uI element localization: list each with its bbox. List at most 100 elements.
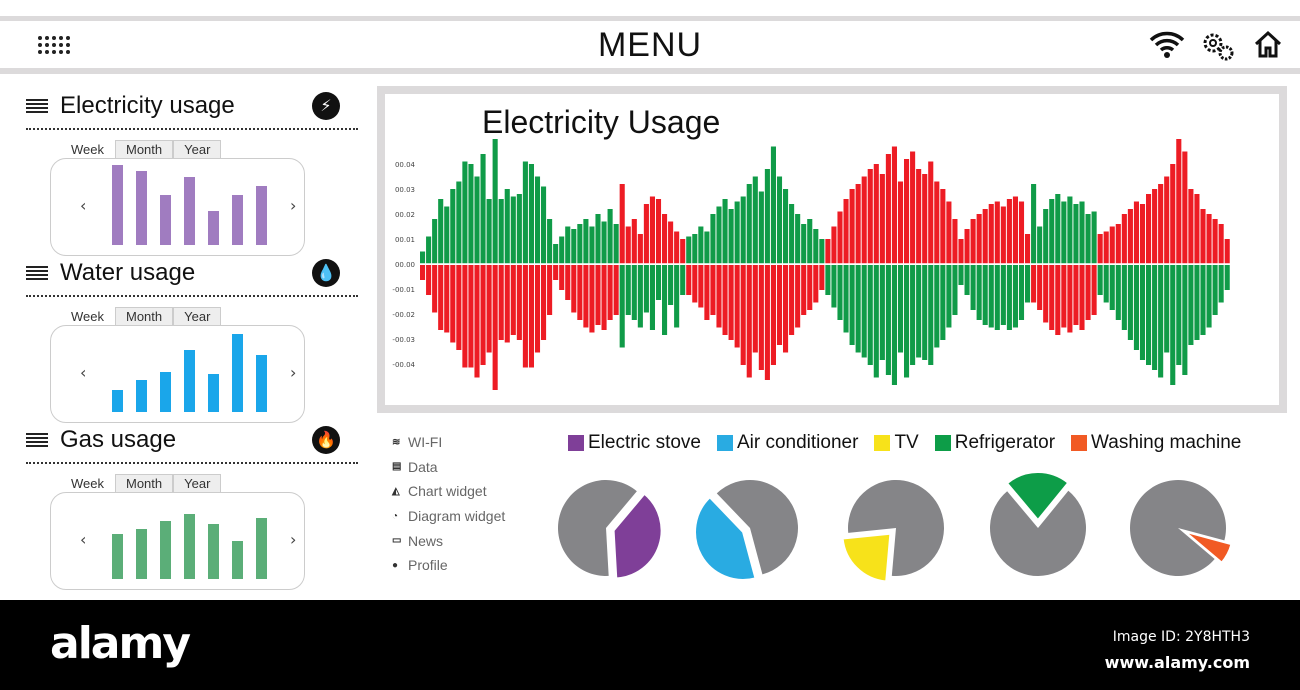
bar-negative	[492, 265, 498, 390]
usage-bar	[232, 195, 243, 245]
bar-negative	[1043, 265, 1049, 323]
bar-negative	[964, 265, 970, 295]
home-icon[interactable]	[1253, 30, 1283, 60]
bar-negative	[1164, 265, 1170, 353]
tab-year[interactable]: Year	[173, 140, 222, 158]
bar-negative	[1158, 265, 1164, 378]
bar-positive	[456, 181, 462, 264]
usage-card	[50, 158, 305, 256]
pie-icon: ◔	[392, 510, 399, 522]
tab-week[interactable]: Week	[60, 307, 115, 325]
bar-positive	[1115, 224, 1121, 264]
bar-positive	[819, 239, 825, 264]
bar-positive	[1164, 176, 1170, 264]
bar-negative	[486, 265, 492, 353]
tab-month[interactable]: Month	[115, 474, 174, 492]
bar-positive	[1049, 199, 1055, 264]
usage-bar	[160, 521, 171, 579]
tab-month[interactable]: Month	[115, 307, 174, 325]
usage-bar	[256, 518, 267, 579]
bar-negative	[867, 265, 873, 365]
hamburger-icon[interactable]	[26, 99, 48, 113]
menu-item-diagram-widget[interactable]: ◔ Diagram widget	[392, 508, 506, 525]
menu-item-chart-widget[interactable]: ◭ Chart widget	[392, 483, 487, 500]
electricity-bar-chart: 00.04 00.03 00.02 00.01 00.00 -00.01 -00.02 -00…	[392, 139, 1231, 390]
bar-negative	[504, 265, 510, 343]
pie-slice-rest	[990, 490, 1086, 576]
bar-positive	[480, 154, 486, 264]
bar-negative	[1139, 265, 1146, 360]
bar-positive	[722, 199, 728, 264]
tab-year[interactable]: Year	[173, 307, 222, 325]
tab-month[interactable]: Month	[115, 140, 174, 158]
bar-negative	[1061, 265, 1067, 328]
bar-positive	[426, 236, 432, 264]
next-arrow[interactable]: ›	[290, 196, 297, 215]
bar-positive	[928, 161, 934, 264]
bar-positive	[728, 209, 734, 264]
bar-negative	[704, 265, 710, 320]
hamburger-icon[interactable]	[26, 433, 48, 447]
bar-positive	[553, 244, 559, 264]
bar-positive	[1127, 209, 1133, 264]
usage-bar	[184, 177, 195, 245]
grid-icon[interactable]	[38, 36, 70, 54]
bar-positive	[1146, 194, 1152, 264]
tab-year[interactable]: Year	[173, 474, 222, 492]
bar-positive	[1037, 226, 1043, 264]
wifi-icon[interactable]	[1148, 30, 1186, 58]
bar-negative	[789, 265, 795, 335]
bar-positive	[1133, 201, 1139, 264]
bar-positive	[861, 176, 867, 264]
prev-arrow[interactable]: ‹	[80, 363, 87, 382]
bar-negative	[1037, 265, 1043, 310]
bar-positive	[904, 159, 910, 264]
bar-negative	[553, 265, 559, 280]
pie-slice-air-conditioner	[694, 495, 757, 581]
bar-positive	[565, 226, 571, 264]
bar-negative	[746, 265, 752, 378]
bar-positive	[746, 184, 752, 264]
bar-positive	[885, 154, 891, 264]
next-arrow[interactable]: ›	[290, 530, 297, 549]
bar-positive	[1158, 184, 1164, 264]
menu-item-wi-fi[interactable]: ≋ WI-FI	[392, 434, 443, 451]
bar-negative	[861, 265, 867, 358]
bar-negative	[698, 265, 704, 308]
hamburger-icon[interactable]	[26, 266, 48, 280]
legend-swatch	[716, 435, 733, 451]
bar-positive	[783, 189, 789, 264]
tab-week[interactable]: Week	[60, 474, 115, 492]
menu-item-news[interactable]: ▭ News	[392, 532, 444, 549]
bar-negative	[1085, 265, 1091, 320]
bar-positive	[1043, 209, 1049, 264]
bar-negative	[1079, 265, 1085, 330]
bar-negative	[1049, 265, 1055, 330]
prev-arrow[interactable]: ‹	[80, 196, 87, 215]
menu-item-profile[interactable]: ● Profile	[392, 557, 448, 574]
bar-negative	[426, 265, 432, 295]
bar-positive	[1012, 196, 1018, 264]
bar-positive	[547, 219, 553, 264]
bar-positive	[559, 236, 565, 264]
settings-icon[interactable]	[1200, 30, 1236, 62]
bar-negative	[450, 265, 456, 343]
lightning-icon: ⚡	[312, 92, 340, 120]
usage-bar	[112, 534, 123, 579]
side-menu: ≋ WI-FI ▤ Data ◭ Chart widget ◔ Diagram widget ▭…	[392, 430, 505, 578]
bar-negative	[474, 265, 480, 378]
legend-item: Air conditioner	[716, 432, 858, 454]
bar-negative	[1206, 265, 1212, 328]
bar-positive	[1188, 189, 1194, 264]
tab-week[interactable]: Week	[60, 140, 115, 158]
usage-bar	[256, 355, 267, 412]
prev-arrow[interactable]: ‹	[80, 530, 87, 549]
bar-negative	[958, 265, 964, 285]
user-icon: ●	[392, 559, 399, 571]
bar-positive	[849, 189, 855, 264]
bar-positive	[1031, 184, 1037, 264]
bar-negative	[468, 265, 474, 368]
bar-negative	[432, 265, 438, 313]
next-arrow[interactable]: ›	[290, 363, 297, 382]
menu-item-data[interactable]: ▤ Data	[392, 458, 438, 475]
